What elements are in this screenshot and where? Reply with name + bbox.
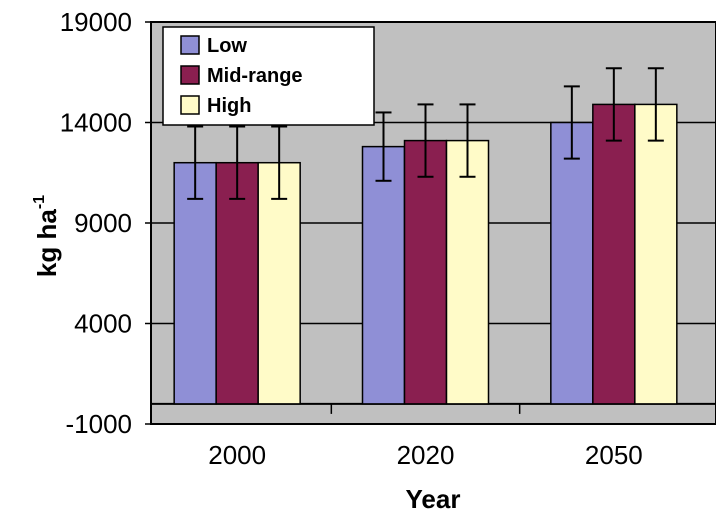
bar — [403, 139, 448, 405]
y-axis-title: kg ha-1 — [31, 195, 62, 277]
legend-label: High — [207, 95, 251, 117]
y-tick-label: 19000 — [60, 7, 132, 37]
x-axis-title: Year — [406, 484, 461, 514]
y-tick-label: 4000 — [74, 309, 132, 339]
error-bars — [187, 67, 664, 200]
y-tick-label: -1000 — [66, 409, 133, 439]
y-axis-ticks: 19000 14000 9000 4000 -1000 — [60, 7, 151, 439]
bar — [257, 161, 301, 405]
x-tick-label: 2020 — [397, 440, 455, 470]
bar — [445, 139, 490, 405]
legend-swatch — [180, 65, 200, 85]
y-axis-title-superscript: -1 — [31, 195, 48, 209]
bar — [592, 103, 636, 405]
bar-groups — [173, 103, 678, 405]
legend-swatch — [180, 35, 200, 55]
legend: Low Mid-range High — [162, 26, 375, 126]
legend-label: Low — [207, 35, 247, 57]
y-tick-label: 14000 — [60, 108, 132, 138]
legend-label: Mid-range — [207, 65, 303, 87]
bar — [361, 145, 406, 405]
legend-swatch — [180, 95, 200, 115]
bar — [634, 103, 678, 405]
bar — [550, 121, 594, 405]
x-tick-label: 2000 — [208, 440, 266, 470]
y-axis-title-text: kg ha — [32, 209, 62, 277]
bar — [173, 161, 217, 405]
y-tick-label: 9000 — [74, 208, 132, 238]
x-axis-ticks: 2000 2020 2050 — [208, 403, 643, 470]
bar — [215, 161, 259, 405]
svg-text:kg ha-1: kg ha-1 — [31, 195, 62, 277]
x-tick-label: 2050 — [585, 440, 643, 470]
